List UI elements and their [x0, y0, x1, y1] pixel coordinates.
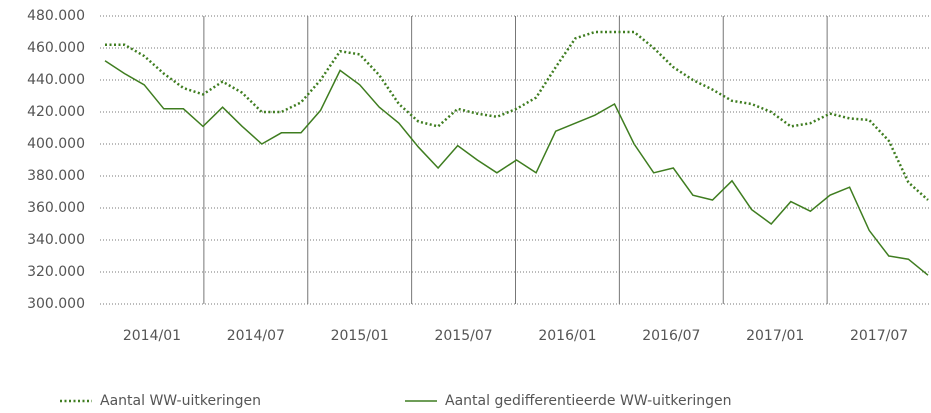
x-tick-label: 2017/01: [746, 328, 804, 344]
y-tick-label: 380.000: [27, 168, 85, 184]
y-tick-label: 340.000: [27, 232, 85, 248]
y-tick-label: 300.000: [27, 296, 85, 312]
x-tick-label: 2016/07: [642, 328, 700, 344]
legend-label: Aantal WW-uitkeringen: [100, 393, 261, 409]
y-tick-label: 460.000: [27, 40, 85, 56]
y-tick-label: 420.000: [27, 104, 85, 120]
x-tick-label: 2014/01: [123, 328, 181, 344]
y-tick-label: 400.000: [27, 136, 85, 152]
line-series: [105, 30, 929, 201]
y-tick-label: 480.000: [27, 8, 85, 24]
x-tick-label: 2016/01: [538, 328, 596, 344]
x-tick-label: 2015/01: [331, 328, 389, 344]
x-tick-label: 2015/07: [434, 328, 492, 344]
y-tick-label: 440.000: [27, 72, 85, 88]
legend-label: Aantal gedifferentieerde WW-uitkeringen: [445, 393, 732, 409]
y-tick-label: 320.000: [27, 264, 85, 280]
y-tick-label: 360.000: [27, 200, 85, 216]
x-tick-label: 2014/07: [227, 328, 285, 344]
x-tick-label: 2017/07: [850, 328, 908, 344]
line-series: [104, 60, 929, 276]
